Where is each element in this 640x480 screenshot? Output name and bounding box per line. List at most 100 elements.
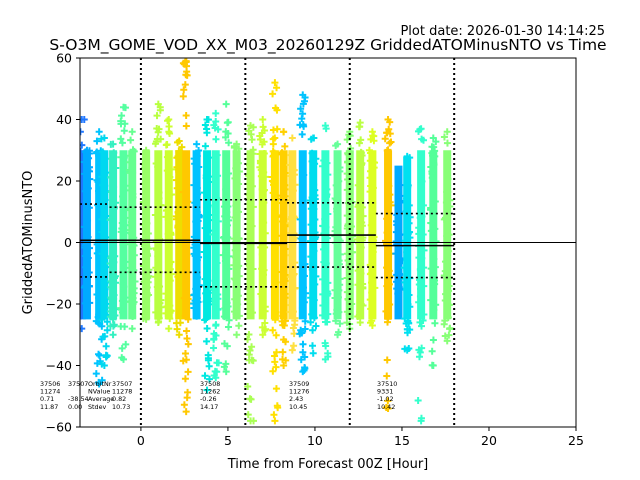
data-point <box>309 326 317 334</box>
data-point <box>224 202 232 210</box>
data-point <box>80 170 88 178</box>
data-point <box>231 253 239 261</box>
data-point <box>324 171 332 179</box>
data-point <box>401 278 409 286</box>
data-point <box>195 213 203 221</box>
data-point <box>193 186 201 194</box>
data-point-min <box>321 355 329 363</box>
data-point <box>201 142 209 150</box>
data-point <box>166 315 174 323</box>
data-point <box>215 359 223 367</box>
data-point <box>85 204 93 212</box>
data-point <box>92 370 100 378</box>
y-tick-label: 20 <box>56 174 72 189</box>
data-point <box>205 362 213 370</box>
data-point <box>258 291 266 299</box>
data-point <box>98 215 106 223</box>
data-point <box>366 188 374 196</box>
data-point <box>151 273 159 281</box>
data-point-max <box>193 140 201 148</box>
data-point <box>347 222 355 230</box>
data-point <box>429 204 437 212</box>
data-point <box>443 169 451 177</box>
data-point <box>143 292 151 300</box>
data-point <box>245 172 253 180</box>
data-point <box>249 146 257 154</box>
data-point <box>223 119 231 127</box>
data-point <box>344 256 352 264</box>
data-point <box>176 319 184 327</box>
data-point <box>156 299 164 307</box>
point-band <box>95 150 104 320</box>
data-point <box>282 192 290 200</box>
data-point <box>231 214 239 222</box>
data-point-max <box>384 116 392 123</box>
data-point <box>348 237 356 245</box>
data-point <box>209 240 217 248</box>
data-point <box>84 184 92 192</box>
data-point <box>224 323 232 331</box>
data-point <box>291 259 299 267</box>
data-point <box>111 252 119 260</box>
data-point <box>82 264 90 272</box>
data-point <box>310 296 318 304</box>
data-point <box>273 84 281 92</box>
data-point <box>261 229 269 237</box>
data-point <box>121 294 129 302</box>
data-point <box>128 207 136 215</box>
data-point <box>180 86 188 94</box>
data-point <box>442 198 450 206</box>
data-point <box>269 126 277 134</box>
point-band <box>82 150 91 320</box>
data-point <box>367 305 375 313</box>
data-point <box>256 157 264 165</box>
data-point <box>301 317 309 325</box>
data-point <box>98 316 106 324</box>
data-point <box>268 173 276 181</box>
data-point <box>195 146 203 154</box>
data-point <box>432 138 440 146</box>
data-point <box>270 411 278 419</box>
data-point <box>181 81 189 89</box>
data-point <box>163 140 171 148</box>
data-point <box>162 309 170 317</box>
data-point <box>336 237 344 245</box>
data-point <box>202 298 210 306</box>
data-point <box>142 231 150 239</box>
data-point <box>405 291 413 299</box>
data-point <box>153 283 161 291</box>
data-point <box>431 198 439 206</box>
data-point-max <box>83 146 91 154</box>
data-point <box>246 211 254 219</box>
data-point <box>142 250 150 258</box>
data-point <box>445 331 453 339</box>
data-point <box>126 169 134 177</box>
data-point <box>307 205 315 213</box>
data-point <box>111 311 119 319</box>
data-point <box>323 185 331 193</box>
data-point <box>419 201 427 209</box>
data-point <box>261 319 269 327</box>
data-point <box>182 111 190 119</box>
data-point <box>370 164 378 172</box>
data-point <box>384 315 392 323</box>
data-point <box>405 201 413 209</box>
data-point <box>298 115 306 123</box>
point-series <box>106 140 120 339</box>
point-series <box>209 109 223 382</box>
data-point <box>183 327 191 335</box>
data-point <box>291 321 299 329</box>
data-point <box>127 221 135 229</box>
data-point <box>280 275 288 283</box>
data-point <box>163 207 171 215</box>
data-point <box>357 136 365 144</box>
data-point <box>182 282 190 290</box>
data-point <box>80 223 88 231</box>
data-point <box>279 355 287 363</box>
data-point <box>260 187 268 195</box>
data-point <box>269 367 277 375</box>
data-point <box>209 285 217 293</box>
data-point <box>203 325 211 333</box>
data-point <box>299 340 307 348</box>
point-band <box>270 150 279 320</box>
